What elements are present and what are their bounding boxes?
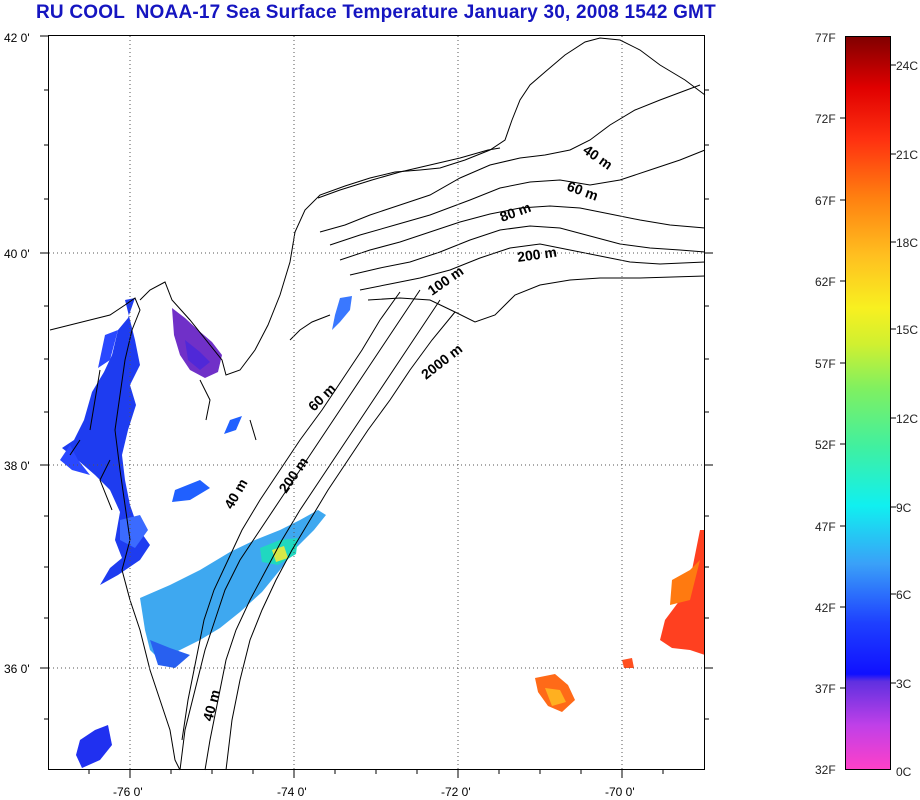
cbar-c-0: 0C: [896, 765, 912, 779]
frame-ticks: [40, 36, 713, 778]
contour-label-80m: 80 m: [498, 199, 533, 225]
lat-label-36: 36 0': [4, 662, 30, 676]
cbar-f-62: 62F: [815, 275, 836, 289]
contour-labels: 40 m 60 m 80 m 200 m 100 m 2000 m 60 m 2…: [199, 141, 615, 722]
cbar-f-67: 67F: [815, 194, 836, 208]
lat-label-42: 42 0': [4, 31, 30, 45]
cbar-f-77: 77F: [815, 31, 836, 45]
cbar-c-18: 18C: [896, 236, 918, 250]
cbar-c-9: 9C: [896, 501, 912, 515]
contour-label-60m-north: 60 m: [565, 178, 600, 204]
contour-60m: [330, 150, 705, 245]
cbar-c-21: 21C: [896, 148, 918, 162]
cbar-f-32: 32F: [815, 763, 836, 777]
contour-label-200m-south: 200 m: [275, 454, 311, 496]
contour-label-40m-north: 40 m: [580, 141, 615, 172]
pamlico-sst-patch: [76, 725, 112, 768]
contour-2000m: [368, 276, 705, 322]
cbar-f-47: 47F: [815, 520, 836, 534]
sst-patches: [60, 296, 705, 768]
lon-label-76: -76 0': [113, 785, 143, 799]
longitude-labels: -76 0' -74 0' -72 0' -70 0': [113, 785, 635, 799]
contour-label-60m-south: 60 m: [305, 380, 339, 414]
lon-label-70: -70 0': [605, 785, 635, 799]
contour-label-40m-mid: 40 m: [221, 476, 251, 512]
lat-label-38: 38 0': [4, 459, 30, 473]
cbar-f-37: 37F: [815, 682, 836, 696]
cbar-c-6: 6C: [896, 588, 912, 602]
latitude-labels: 42 0' 40 0' 38 0' 36 0': [4, 31, 30, 676]
coastline-and-bathymetry: [50, 38, 705, 770]
cbar-c-12: 12C: [896, 412, 918, 426]
shelf-sst-patch-2: [224, 416, 242, 434]
contour-label-40m-south: 40 m: [199, 688, 223, 723]
colorbar: [846, 37, 891, 770]
cbar-f-57: 57F: [815, 357, 836, 371]
colorbar-fahrenheit-labels: 77F 72F 67F 62F 57F 52F 47F 42F 37F 32F: [815, 31, 836, 777]
cbar-f-52: 52F: [815, 438, 836, 452]
shelf-sst-patch-1: [332, 296, 352, 330]
lon-label-72: -72 0': [441, 785, 471, 799]
gulf-stream-patch-small: [622, 658, 634, 668]
coastline: [50, 38, 705, 770]
lon-label-74: -74 0': [277, 785, 307, 799]
cbar-f-42: 42F: [815, 601, 836, 615]
cbar-c-24: 24C: [896, 59, 918, 73]
contour-label-100m: 100 m: [425, 263, 467, 299]
cbar-c-3: 3C: [896, 677, 912, 691]
cbar-c-15: 15C: [896, 323, 918, 337]
cbar-f-72: 72F: [815, 112, 836, 126]
shelf-sst-patch-3: [172, 480, 210, 502]
lat-label-40: 40 0': [4, 247, 30, 261]
colorbar-celsius-labels: 24C 21C 18C 15C 12C 9C 6C 3C 0C: [896, 59, 918, 779]
